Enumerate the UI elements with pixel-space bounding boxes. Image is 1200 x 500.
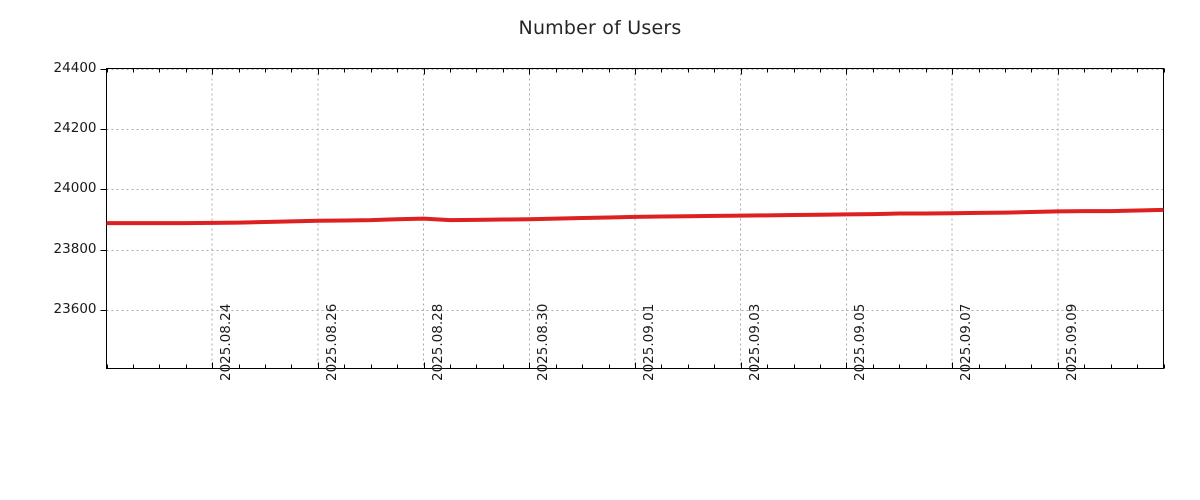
- y-axis-tick-label: 24200: [53, 119, 97, 136]
- y-axis-tick-label: 23800: [53, 240, 97, 257]
- x-axis-tick-label: 2025.09.03: [746, 303, 763, 381]
- x-axis-tick-label: 2025.09.07: [958, 303, 975, 381]
- x-axis-tick-label: 2025.09.05: [852, 303, 869, 381]
- x-axis-tick-label: 2025.08.30: [535, 303, 552, 381]
- x-axis-tick-label: 2025.08.26: [323, 303, 340, 381]
- x-axis-tick-label: 2025.08.28: [429, 303, 446, 381]
- y-axis-tick-label: 23600: [53, 301, 97, 318]
- x-axis-tick-label: 2025.09.09: [1063, 303, 1080, 381]
- x-axis-tick-label: 2025.09.01: [641, 303, 657, 381]
- y-axis-tick-label: 24400: [53, 59, 97, 76]
- y-axis-tick-label: 24000: [53, 180, 97, 197]
- chart-title: Number of Users: [518, 17, 682, 39]
- x-axis-tick-label: 2025.08.24: [218, 303, 235, 381]
